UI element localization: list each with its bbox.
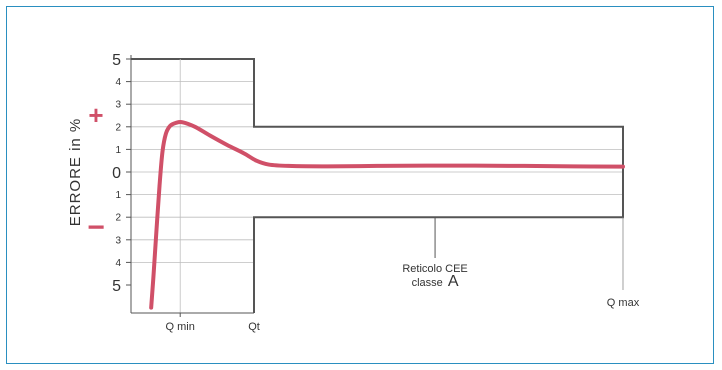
tolerance-band-layer <box>131 58 624 313</box>
annotation-classe: classe <box>412 277 443 289</box>
y-tick-label: 5 <box>112 52 121 69</box>
y-tick-label: 1 <box>115 145 121 156</box>
minus-sign: − <box>87 211 105 244</box>
y-tick-label: 3 <box>115 235 121 246</box>
x-marker-label-qt: Qt <box>248 321 260 333</box>
annotation-class-letter: A <box>448 273 459 290</box>
x-marker-label-qmax: Q max <box>607 297 640 309</box>
y-axis-label: ERRORE in % <box>67 118 84 227</box>
annotation-line1: Reticolo CEE <box>402 263 467 275</box>
y-tick-label: 2 <box>115 122 121 133</box>
y-tick-label: 2 <box>115 213 121 224</box>
y-tick-label: 4 <box>115 77 121 88</box>
x-marker-label-qmin: Q min <box>166 321 195 333</box>
y-tick-label: 0 <box>112 165 121 182</box>
grid-layer <box>131 81 623 263</box>
x-marker-layer: Q min Qt Q max <box>166 59 640 333</box>
curve-layer <box>149 119 625 310</box>
y-tick-label: 3 <box>115 100 121 111</box>
error-curve-series-0 <box>149 119 625 310</box>
y-tick-label: 5 <box>112 278 121 295</box>
annotation-line2: classe A <box>412 273 459 290</box>
reticolo-annotation: Reticolo CEE classe A <box>402 217 468 290</box>
y-tick-label: 1 <box>115 190 121 201</box>
chart-frame <box>6 6 714 364</box>
plus-sign: + <box>88 100 103 130</box>
y-axis-layer: 5 4 3 2 1 0 1 2 3 4 5 <box>112 52 254 314</box>
tolerance-band <box>131 58 624 313</box>
y-tick-label: 4 <box>115 258 121 269</box>
